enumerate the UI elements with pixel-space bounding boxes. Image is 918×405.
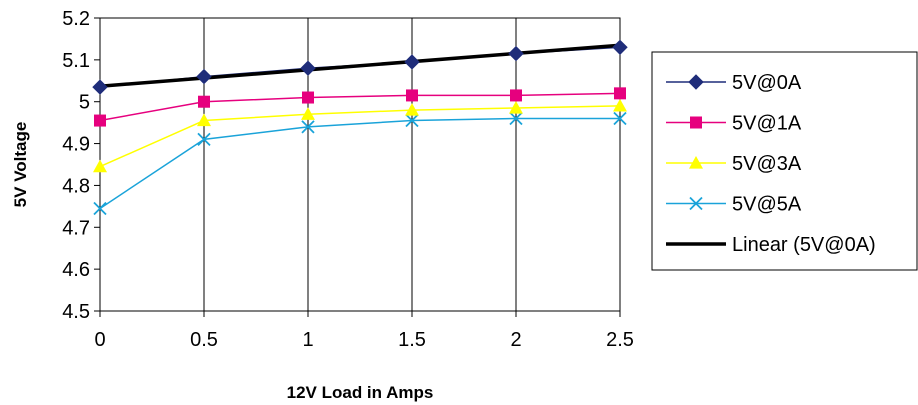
x-tick-label: 1 — [302, 329, 313, 351]
x-tick-label: 1.5 — [398, 329, 426, 351]
data-point — [405, 113, 419, 128]
y-tick-label: 4.5 — [62, 301, 90, 323]
y-tick-label: 4.6 — [62, 259, 90, 281]
data-point — [404, 54, 420, 70]
legend: 5V@0A 5V@1A 5V@3A 5V@5A Linear (5V@0A) — [651, 51, 918, 271]
legend-item: 5V@5A — [666, 194, 802, 216]
series-line-5V@3A — [99, 105, 621, 168]
data-point — [198, 95, 210, 108]
legend-item: 5V@3A — [666, 153, 802, 175]
y-tick-label: 5 — [79, 92, 90, 114]
data-point — [93, 159, 107, 173]
y-axis-title: 5V Voltage — [11, 122, 30, 208]
data-point — [94, 114, 106, 127]
data-point — [406, 89, 418, 102]
series-line-5V@1A — [99, 92, 621, 122]
x-axis-ticks: 0 0.5 1 1.5 2 2.5 — [94, 311, 634, 351]
legend-marker — [690, 116, 702, 129]
data-point — [92, 79, 108, 95]
x-tick-label: 2.5 — [606, 329, 634, 351]
y-tick-label: 5.2 — [62, 8, 90, 30]
data-point — [613, 111, 627, 126]
y-tick-label: 5.1 — [62, 50, 90, 72]
data-point — [302, 91, 314, 104]
data-point — [612, 39, 628, 56]
data-point — [301, 120, 315, 134]
legend-label: Linear (5V@0A) — [732, 234, 876, 256]
legend-label: 5V@5A — [732, 194, 802, 216]
data-point — [197, 113, 211, 127]
plot-area — [99, 17, 621, 312]
x-axis-title: 12V Load in Amps — [287, 383, 434, 402]
legend-label: 5V@3A — [732, 153, 802, 175]
data-point — [405, 103, 419, 116]
legend-marker — [689, 156, 703, 169]
data-point — [508, 45, 524, 62]
y-axis-ticks: 4.5 4.6 4.7 4.8 4.9 5 5.1 5.2 — [62, 8, 100, 323]
legend-label: 5V@1A — [732, 113, 802, 135]
legend-marker — [688, 74, 704, 90]
x-tick-label: 0 — [94, 329, 105, 351]
x-tick-label: 0.5 — [190, 329, 218, 351]
legend-item: 5V@0A — [666, 72, 802, 94]
data-point — [614, 87, 626, 100]
legend-label: 5V@0A — [732, 72, 802, 94]
data-point — [300, 60, 316, 76]
data-point — [197, 132, 211, 147]
data-point — [510, 89, 522, 102]
data-point — [301, 107, 315, 120]
legend-item: 5V@1A — [666, 113, 802, 135]
data-point — [509, 100, 523, 114]
data-point — [196, 68, 212, 85]
data-point — [613, 98, 627, 112]
legend-item: Linear (5V@0A) — [666, 234, 876, 256]
series-line-5V@5A — [99, 117, 620, 210]
legend-marker — [689, 196, 703, 211]
y-tick-label: 4.7 — [62, 217, 90, 239]
grid-lines — [203, 18, 517, 311]
data-point — [509, 111, 523, 126]
data-point — [93, 201, 107, 216]
y-tick-label: 4.9 — [62, 134, 90, 156]
y-tick-label: 4.8 — [62, 175, 90, 197]
x-tick-label: 2 — [510, 329, 521, 351]
series-layer — [92, 39, 628, 216]
trendline — [99, 43, 621, 88]
